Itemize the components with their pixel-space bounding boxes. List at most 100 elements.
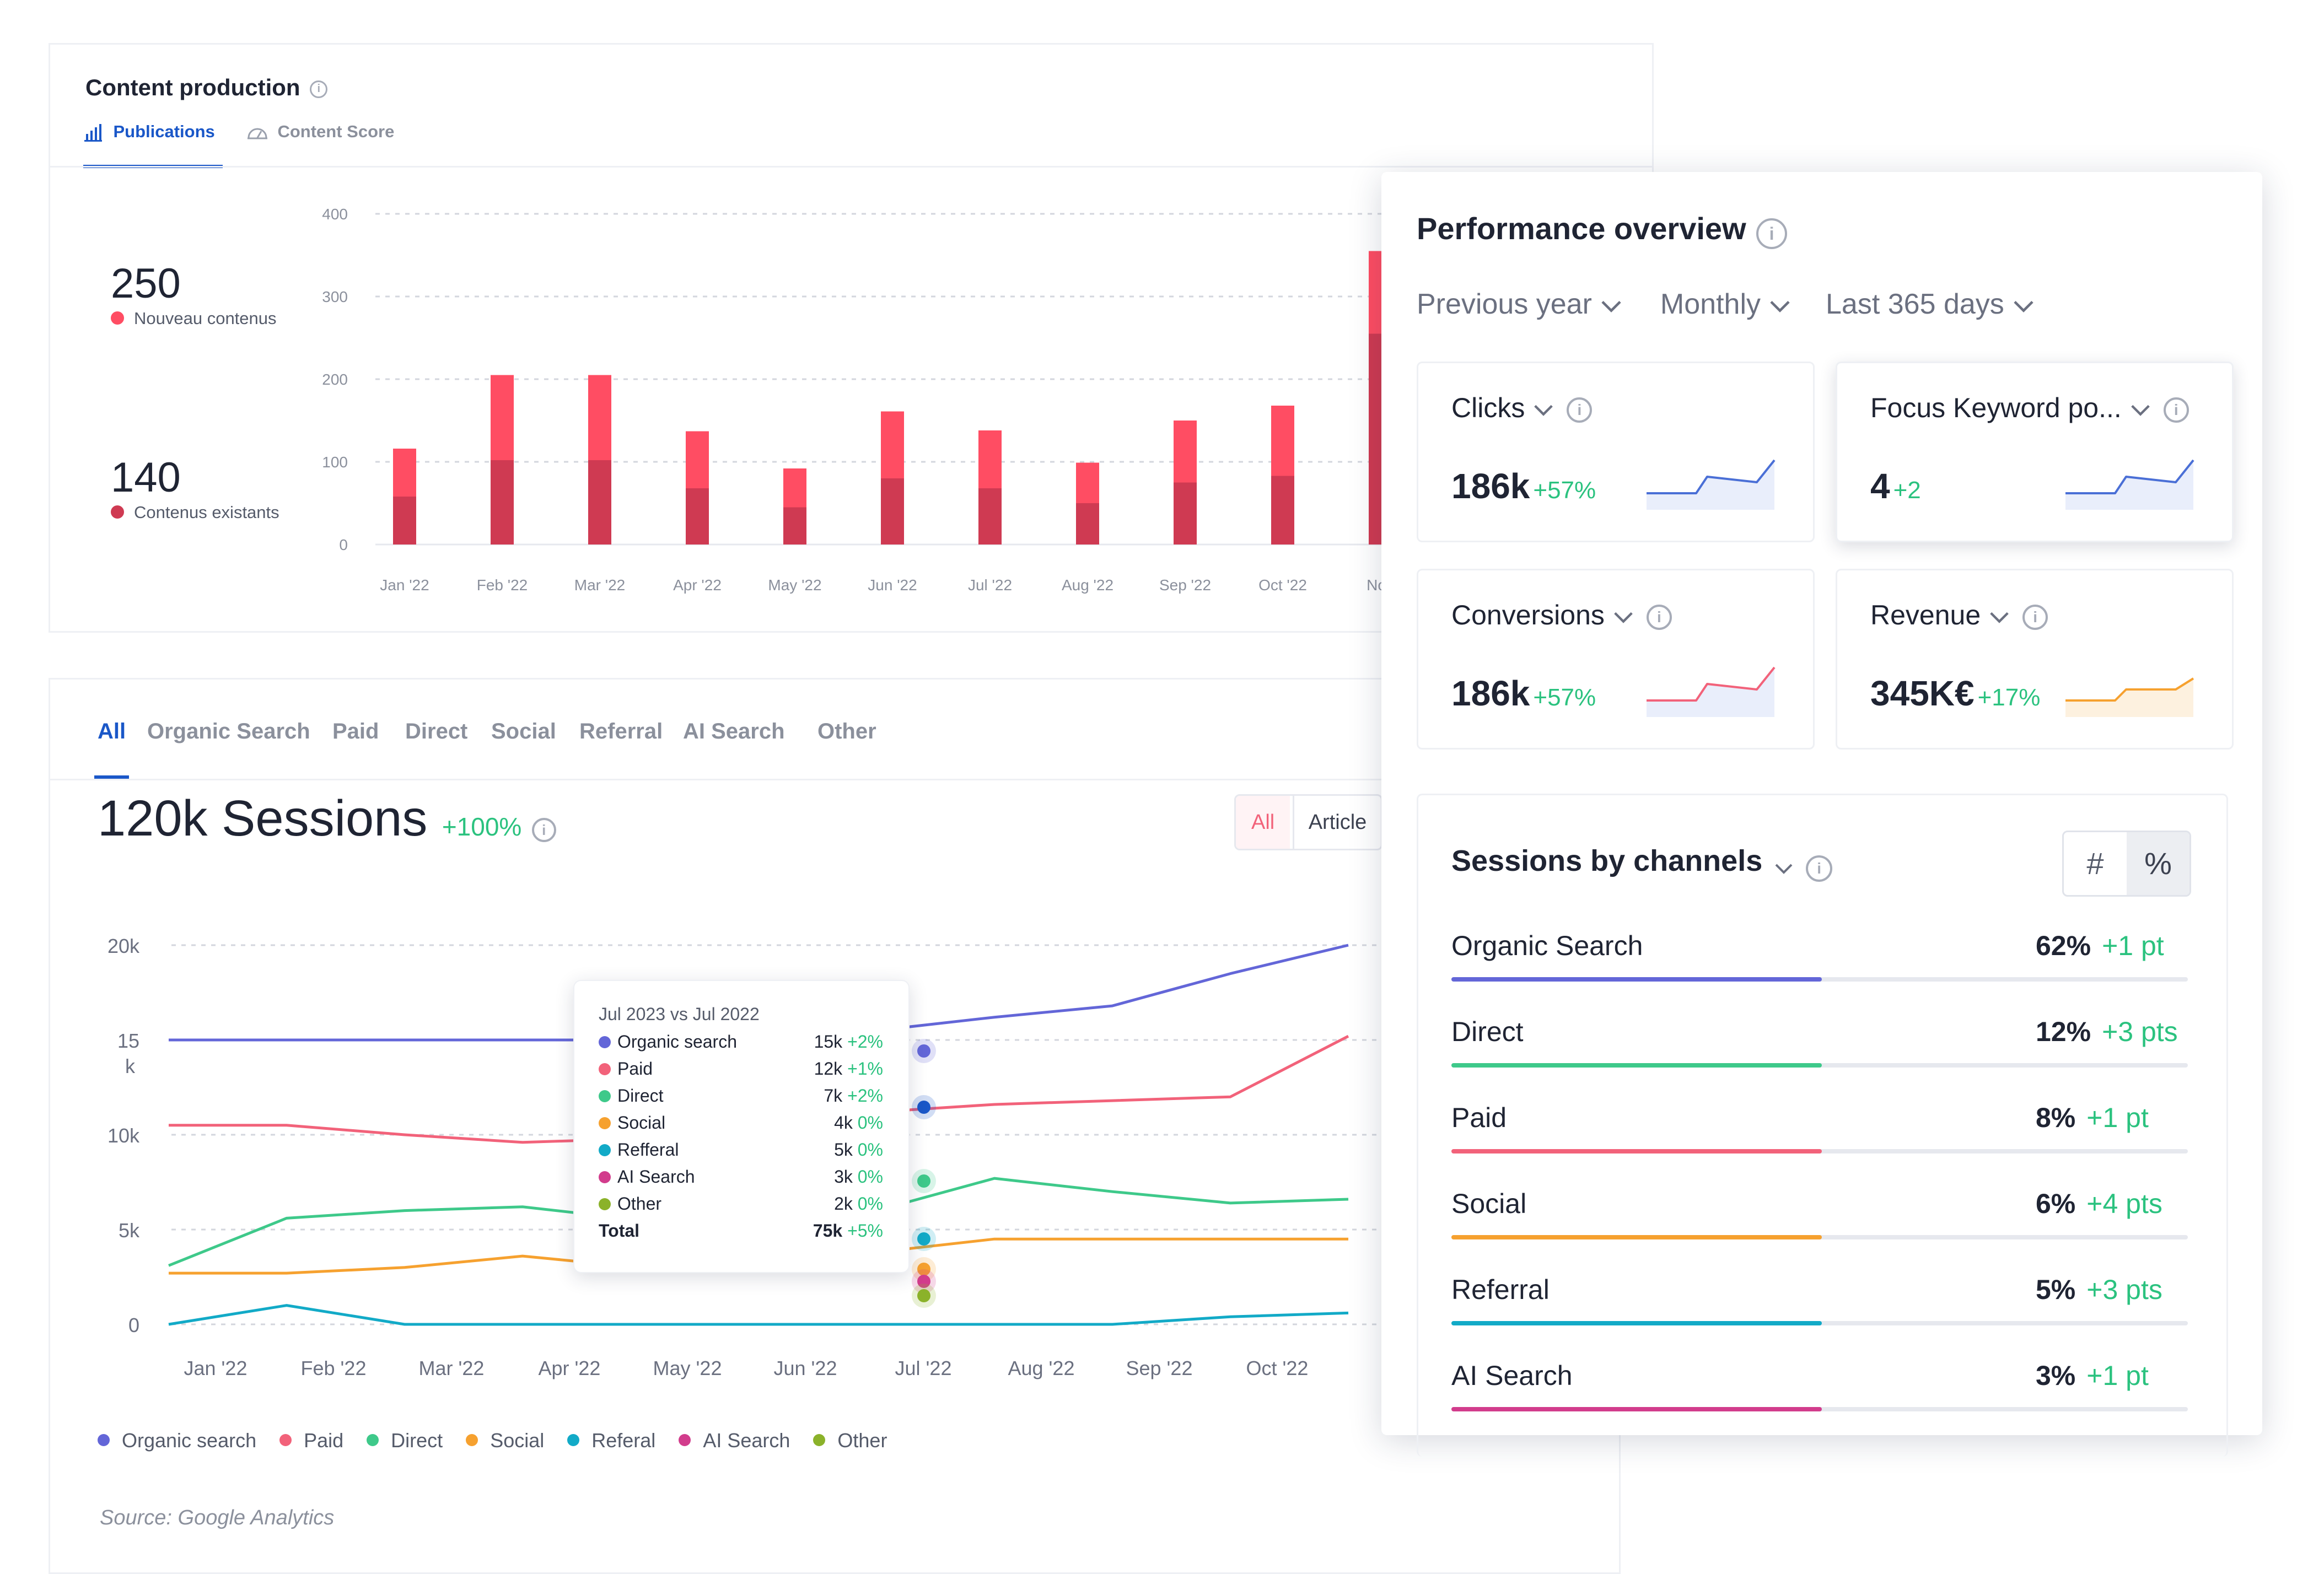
new-content-dot xyxy=(111,311,124,325)
kpi-label-dropdown[interactable]: Revenue i xyxy=(1870,599,2048,631)
info-icon[interactable]: i xyxy=(1756,218,1788,249)
hover-marker xyxy=(917,1101,930,1114)
filter-article-button[interactable]: Article xyxy=(1292,796,1381,849)
sparkline-area xyxy=(1647,460,1774,510)
legend-dot xyxy=(679,1434,691,1447)
info-icon[interactable]: i xyxy=(531,817,556,842)
sparkline-area xyxy=(1647,667,1774,717)
channel-delta: +1 pt xyxy=(2086,1360,2149,1391)
tab-social[interactable]: Social xyxy=(491,719,556,743)
legend-label: Direct xyxy=(391,1429,443,1452)
legend-item[interactable]: AI Search xyxy=(679,1429,790,1452)
tooltip-row: Paid 12k +1% xyxy=(599,1059,907,1086)
kpi-value: 186k +57% xyxy=(1451,673,1596,714)
legend-item[interactable]: Direct xyxy=(367,1429,443,1452)
y-tick-label: 20k xyxy=(107,935,140,957)
legend-item[interactable]: Other xyxy=(813,1429,887,1452)
kpi-card[interactable]: Conversions i 186k +57% xyxy=(1417,569,1815,750)
info-icon[interactable]: i xyxy=(310,80,328,98)
x-tick-label: Jul '22 xyxy=(968,576,1012,594)
tab-other[interactable]: Other xyxy=(817,719,876,743)
channel-name: Paid xyxy=(1451,1102,1507,1133)
filter-dropdown[interactable]: Previous year xyxy=(1417,288,1623,321)
tooltip-row-name: AI Search xyxy=(617,1167,695,1187)
legend-dot xyxy=(813,1434,826,1447)
sessions-by-channels-dropdown[interactable]: Sessions by channels i xyxy=(1451,844,1833,882)
channel-name: Organic Search xyxy=(1451,930,1643,961)
info-icon[interactable]: i xyxy=(2163,397,2189,423)
legend-label: AI Search xyxy=(703,1429,790,1452)
kpi-card[interactable]: Revenue i 345K€ +17% xyxy=(1836,569,2234,750)
stat-new-value: 250 xyxy=(111,260,181,307)
bar-new xyxy=(393,449,416,497)
tooltip-row-dot xyxy=(599,1036,611,1048)
content-type-filter: All Article xyxy=(1234,794,1383,850)
info-icon[interactable]: i xyxy=(1646,604,1672,630)
legend-item[interactable]: Organic search xyxy=(98,1429,256,1452)
y-tick-label: 0 xyxy=(128,1314,139,1336)
info-icon[interactable]: i xyxy=(2022,604,2048,630)
tooltip-row: AI Search 3k 0% xyxy=(599,1167,907,1194)
y-tick-label: 100 xyxy=(322,454,348,471)
legend-label: Other xyxy=(837,1429,887,1452)
tooltip-row-name: Paid xyxy=(617,1059,653,1079)
bar-existing xyxy=(881,478,904,545)
info-icon[interactable]: i xyxy=(1567,397,1593,423)
channel-row[interactable]: Social 6% +4 pts xyxy=(1451,1188,2190,1274)
channel-pct: 8% xyxy=(2036,1102,2076,1133)
bar-existing xyxy=(1271,476,1294,545)
legend-item[interactable]: Paid xyxy=(279,1429,343,1452)
filter-label: Previous year xyxy=(1417,288,1592,320)
legend-dot xyxy=(466,1434,478,1447)
kpi-label-dropdown[interactable]: Focus Keyword po... i xyxy=(1870,392,2189,424)
tooltip-total-value: 75k +5% xyxy=(813,1221,883,1241)
channel-row[interactable]: Referral 5% +3 pts xyxy=(1451,1274,2190,1360)
x-tick-label: Feb '22 xyxy=(477,576,528,594)
channel-row[interactable]: AI Search 3% +1 pt xyxy=(1451,1360,2190,1446)
tab-content-score[interactable]: Content Score xyxy=(246,122,394,142)
existing-content-dot xyxy=(111,505,124,519)
chevron-down-icon xyxy=(1770,300,1790,312)
filter-all-button[interactable]: All xyxy=(1236,796,1290,849)
y-tick-label: k xyxy=(125,1055,136,1077)
sparkline-line xyxy=(1647,459,1776,494)
toggle-count-button[interactable]: # xyxy=(2086,846,2104,881)
sessions-by-channels-card: Sessions by channels i #% Organic Search… xyxy=(1417,794,2228,1457)
tab-referral[interactable]: Referral xyxy=(579,719,663,743)
legend-dot xyxy=(279,1434,292,1447)
y-tick-label: 10k xyxy=(107,1124,140,1147)
x-tick-label: Oct '22 xyxy=(1258,576,1307,594)
kpi-label-dropdown[interactable]: Conversions i xyxy=(1451,599,1672,631)
stat-new-content: 250 Nouveau contenus xyxy=(111,260,277,328)
legend-item[interactable]: Social xyxy=(466,1429,544,1452)
tab-ai-search[interactable]: AI Search xyxy=(683,719,785,743)
kpi-card[interactable]: Clicks i 186k +57% xyxy=(1417,362,1815,542)
channel-bar-fill xyxy=(1451,977,1822,982)
tab-paid[interactable]: Paid xyxy=(332,719,379,743)
info-icon[interactable]: i xyxy=(1806,855,1833,882)
filter-dropdown[interactable]: Monthly xyxy=(1660,288,1792,321)
kpi-card[interactable]: Focus Keyword po... i 4 +2 xyxy=(1836,362,2234,542)
hover-marker xyxy=(917,1174,930,1188)
series-line xyxy=(168,1304,1349,1326)
legend-item[interactable]: Referal xyxy=(567,1429,655,1452)
tab-direct[interactable]: Direct xyxy=(405,719,468,743)
tab-all[interactable]: All xyxy=(94,719,130,779)
channel-row[interactable]: Paid 8% +1 pt xyxy=(1451,1102,2190,1188)
channel-stat: 12% +3 pts xyxy=(2036,1016,2178,1048)
channel-tabs: All Organic Search Paid Direct Social Referra… xyxy=(50,702,1619,780)
filter-dropdown[interactable]: Last 365 days xyxy=(1826,288,2035,321)
channel-delta: +3 pts xyxy=(2086,1274,2162,1305)
x-tick-label: Jun '22 xyxy=(868,576,917,594)
kpi-label-dropdown[interactable]: Clicks i xyxy=(1451,392,1593,424)
tab-organic-search[interactable]: Organic Search xyxy=(147,719,310,743)
channel-delta: +1 pt xyxy=(2102,930,2164,961)
sparkline-line xyxy=(2065,459,2194,494)
sparkline-line xyxy=(2065,677,2194,702)
toggle-percent-button[interactable]: % xyxy=(2127,832,2189,895)
channel-row[interactable]: Organic Search 62% +1 pt xyxy=(1451,930,2190,1016)
channel-row[interactable]: Direct 12% +3 pts xyxy=(1451,1016,2190,1102)
x-tick-label: Mar '22 xyxy=(419,1357,485,1379)
y-tick-label: 200 xyxy=(322,371,348,388)
legend-dot xyxy=(567,1434,580,1447)
